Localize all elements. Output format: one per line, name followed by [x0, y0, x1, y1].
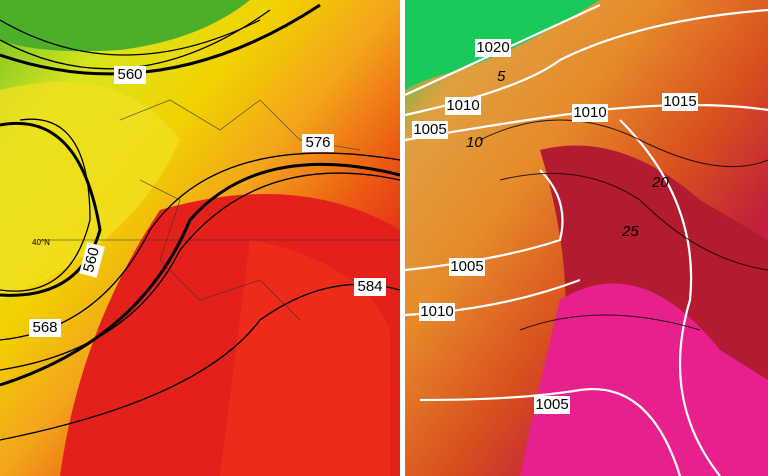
isobar-label: 1015: [663, 93, 696, 110]
contour-label: 568: [32, 319, 57, 336]
isobar-label: 1005: [535, 396, 568, 413]
contour-label: 560: [80, 246, 103, 275]
contour-label: 576: [305, 134, 330, 151]
contour-label: 584: [357, 278, 382, 295]
isobar-label: 1005: [413, 121, 446, 138]
isobar-label: 1020: [476, 39, 509, 56]
isotherm-label: 5: [497, 68, 506, 85]
latitude-label: 40°N: [32, 238, 50, 247]
right-panel: 1020 1010 1005 1010 1015 1005 1010 1005 …: [405, 0, 768, 476]
isobar-label: 1010: [446, 97, 479, 114]
left-panel: 560 576 584 568 560 40°N: [0, 0, 400, 476]
isobar-label: 1010: [420, 303, 453, 320]
contour-label: 560: [117, 66, 142, 83]
isotherm-label: 10: [466, 134, 483, 151]
isotherm-label: 25: [621, 223, 639, 240]
isobar-label: 1010: [573, 104, 606, 121]
isobar-label: 1005: [450, 258, 483, 275]
isotherm-label: 20: [651, 174, 669, 191]
